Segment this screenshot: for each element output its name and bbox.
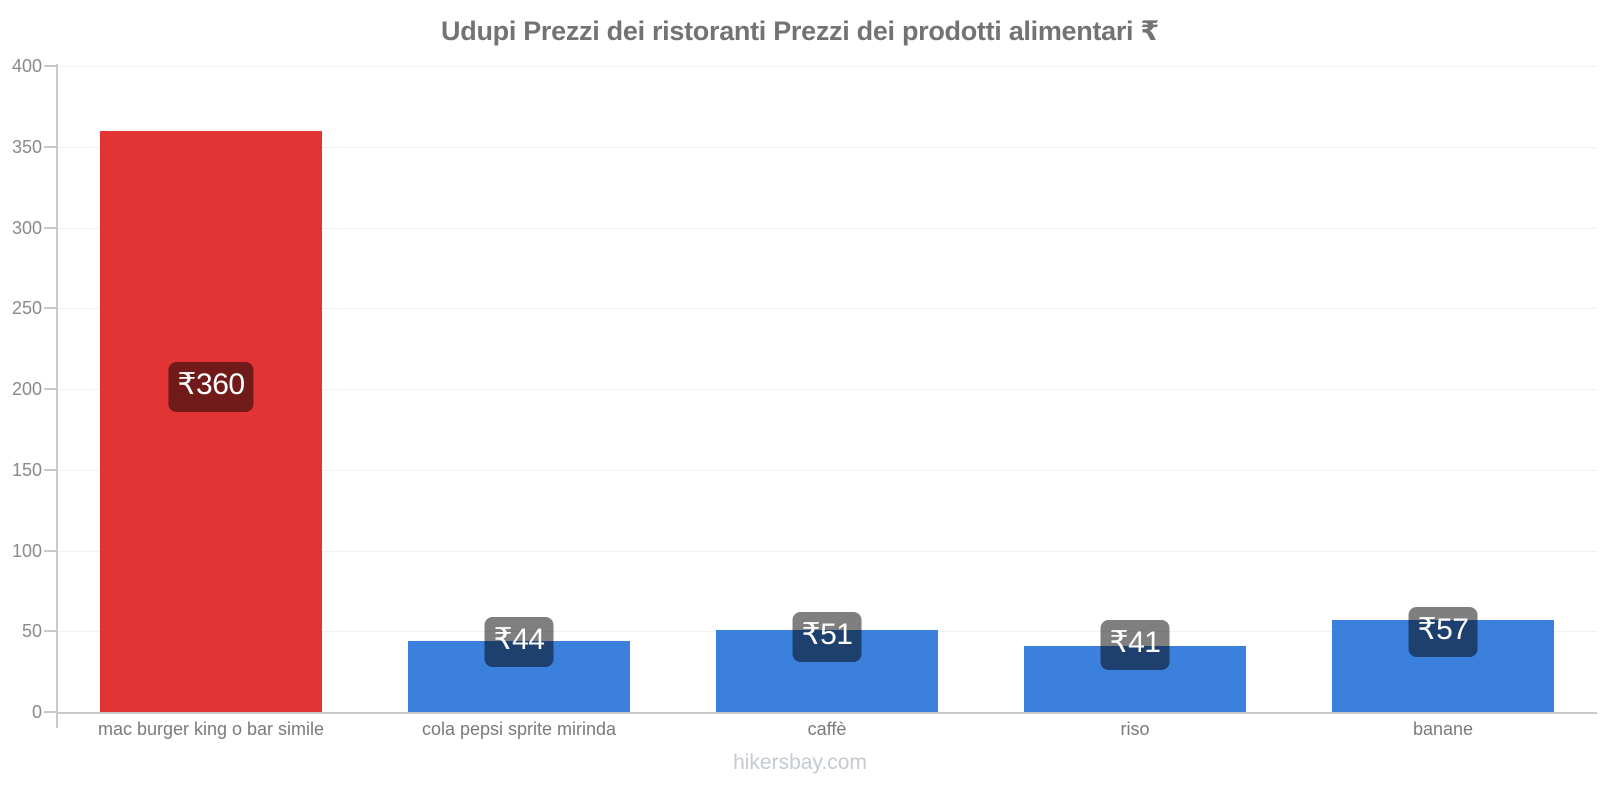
value-badge-360: ₹360 [168,362,254,413]
y-tick-label-350: 350 [11,136,42,157]
y-tick-mark-100 [44,549,57,552]
gridline-350 [57,146,1597,148]
y-tick-label-50: 50 [21,621,42,642]
y-tick-mark-50 [44,630,57,633]
y-tick-label-150: 150 [11,459,42,480]
x-category-label: caffè [807,719,847,739]
gridline-100 [57,550,1597,552]
gridline-150 [57,469,1597,471]
y-tick-mark-0 [44,711,57,713]
y-tick-mark-250 [44,307,57,310]
value-badge-57: ₹57 [1408,606,1478,657]
gridline-400 [57,66,1597,67]
gridline-250 [57,308,1597,310]
y-axis-line [56,64,58,728]
y-tick-mark-150 [44,468,57,471]
bar-mac-burger-king-o-bar-simile [100,130,322,712]
y-tick-label-0: 0 [31,702,42,722]
y-tick-mark-400 [44,65,57,67]
y-tick-label-200: 200 [11,379,42,399]
y-tick-mark-200 [44,388,57,390]
value-badge-44: ₹44 [484,617,554,668]
y-tick-mark-300 [44,226,57,229]
watermark-hikersbay: hikersbay.com [733,751,867,774]
value-badge-51: ₹51 [792,611,862,662]
y-tick-label-400: 400 [11,56,42,76]
value-badge-41: ₹41 [1100,619,1170,670]
y-tick-label-250: 250 [11,298,42,319]
chart-title: Udupi Prezzi dei ristoranti Prezzi dei p… [441,16,1159,46]
x-category-label: riso [1120,719,1150,739]
y-tick-label-300: 300 [11,217,42,238]
x-category-label: cola pepsi sprite mirinda [421,719,617,739]
x-axis-baseline [56,712,1597,714]
x-category-label: banane [1412,719,1474,739]
x-category-label: mac burger king o bar simile [97,719,325,739]
y-tick-label-100: 100 [11,540,42,561]
gridline-200 [57,389,1597,390]
gridline-300 [57,227,1597,229]
y-tick-mark-350 [44,145,57,148]
